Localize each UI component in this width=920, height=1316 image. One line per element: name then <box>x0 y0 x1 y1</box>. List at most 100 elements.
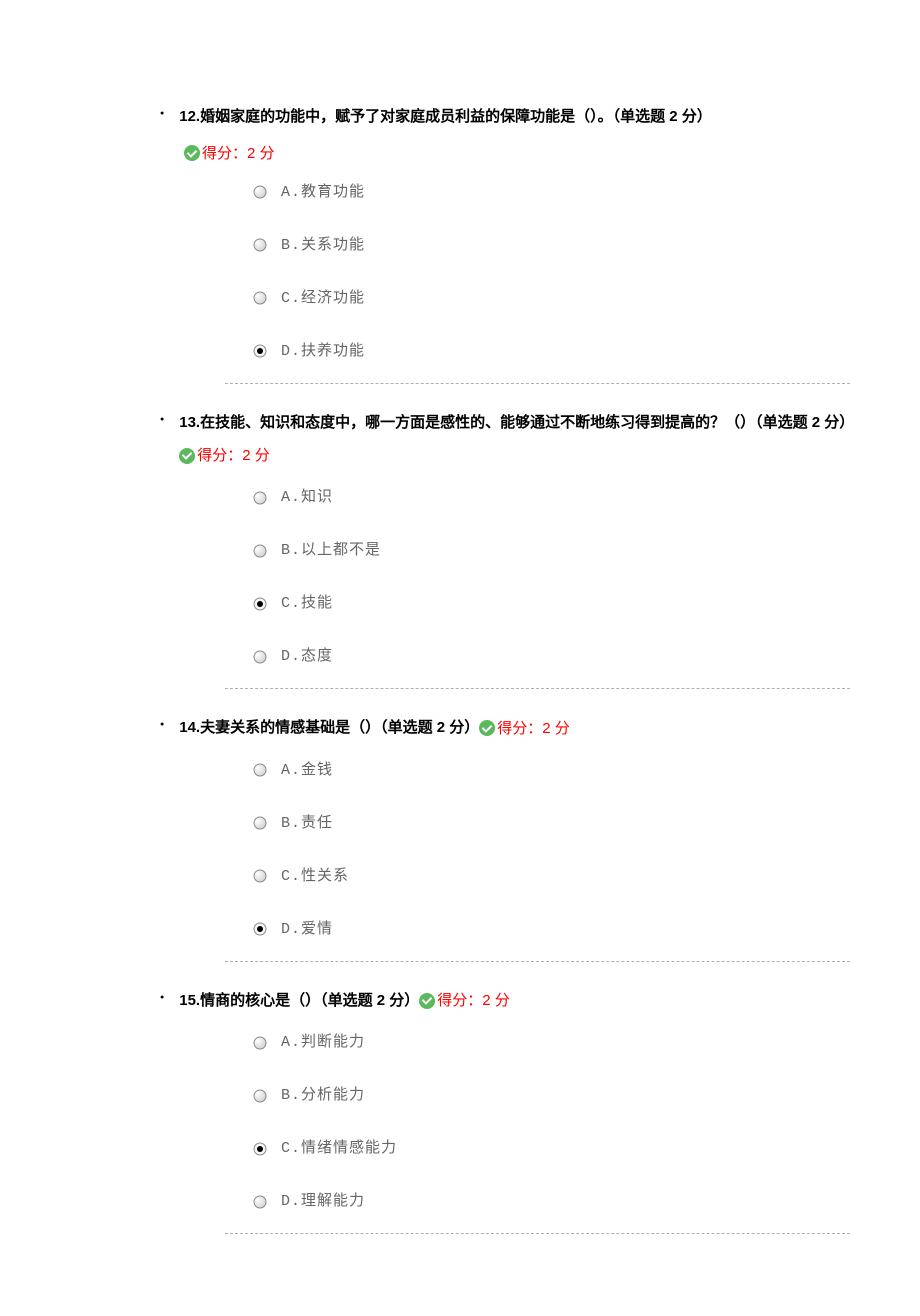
radio-unselected-icon[interactable] <box>253 869 267 883</box>
option-item: ○ B.责任 <box>225 810 850 837</box>
list-bullet-icon: ● <box>160 416 164 423</box>
check-icon <box>184 145 200 161</box>
option-text: B.责任 <box>281 810 333 837</box>
score-badge: 得分：2 分 <box>419 984 510 1017</box>
score-text: 得分：2 分 <box>497 712 570 745</box>
radio-selected-icon[interactable] <box>253 344 267 358</box>
option-item: ○D.爱情 <box>225 916 850 943</box>
option-bullet-icon: ○ <box>225 1146 231 1152</box>
radio-wrap <box>253 763 267 777</box>
question-text-wrap: 15.情商的核心是（）（单选题 2 分） 得分：2 分 <box>179 984 850 1018</box>
question-block: ● 12.婚姻家庭的功能中，赋予了对家庭成员利益的保障功能是（）。（单选题 2 分… <box>0 100 920 365</box>
question-header: ● 12.婚姻家庭的功能中，赋予了对家庭成员利益的保障功能是（）。（单选题 2 分… <box>160 100 920 133</box>
divider <box>225 1233 850 1234</box>
options-list: ○ A.金钱 ○ B.责任 ○ C.性关系 ○D.爱情 <box>225 757 920 943</box>
question-text: 12.婚姻家庭的功能中，赋予了对家庭成员利益的保障功能是（）。（单选题 2 分） <box>179 108 712 125</box>
option-bullet-icon: ○ <box>225 348 231 354</box>
question-block: ● 13.在技能、知识和态度中，哪一方面是感性的、能够通过不断地练习得到提高的？（… <box>0 406 920 671</box>
option-item: ○ D.扶养功能 <box>225 338 850 365</box>
option-item: ○ A.判断能力 <box>225 1029 850 1056</box>
option-text: D.态度 <box>281 643 333 670</box>
radio-wrap <box>253 650 267 664</box>
question-text-wrap: 12.婚姻家庭的功能中，赋予了对家庭成员利益的保障功能是（）。（单选题 2 分） <box>179 100 850 133</box>
option-text: A.判断能力 <box>281 1029 365 1056</box>
radio-unselected-icon[interactable] <box>253 1195 267 1209</box>
radio-unselected-icon[interactable] <box>253 1089 267 1103</box>
radio-wrap <box>253 544 267 558</box>
option-item: ○ D.态度 <box>225 643 850 670</box>
option-item: ○C.技能 <box>225 590 850 617</box>
divider <box>225 961 850 962</box>
radio-selected-icon[interactable] <box>253 922 267 936</box>
radio-wrap <box>253 1142 267 1156</box>
option-text: D.扶养功能 <box>281 338 365 365</box>
radio-unselected-icon[interactable] <box>253 650 267 664</box>
option-item: ○ B.以上都不是 <box>225 537 850 564</box>
radio-unselected-icon[interactable] <box>253 238 267 252</box>
option-bullet-icon: ○ <box>225 1040 231 1046</box>
radio-unselected-icon[interactable] <box>253 185 267 199</box>
options-list: ○A.知识○B.以上都不是○C.技能○D.态度 <box>225 484 920 670</box>
option-bullet-icon: ○ <box>225 654 231 660</box>
radio-unselected-icon[interactable] <box>253 491 267 505</box>
radio-wrap <box>253 291 267 305</box>
option-text: A.金钱 <box>281 757 333 784</box>
score-text: 得分：2 分 <box>437 984 510 1017</box>
option-item: ○ B.关系功能 <box>225 232 850 259</box>
divider <box>225 688 850 689</box>
option-text: B.关系功能 <box>281 232 365 259</box>
question-header: ● 13.在技能、知识和态度中，哪一方面是感性的、能够通过不断地练习得到提高的？（… <box>160 406 920 473</box>
score-text: 得分：2 分 <box>202 140 275 167</box>
option-text: D.爱情 <box>281 916 333 943</box>
radio-wrap <box>253 1036 267 1050</box>
option-bullet-icon: ○ <box>225 189 231 195</box>
radio-wrap <box>253 491 267 505</box>
score-badge: 得分：2 分 <box>479 712 570 745</box>
list-bullet-icon: ● <box>160 110 164 117</box>
radio-selected-icon[interactable] <box>253 1142 267 1156</box>
radio-wrap <box>253 922 267 936</box>
radio-wrap <box>253 816 267 830</box>
radio-wrap <box>253 238 267 252</box>
option-bullet-icon: ○ <box>225 242 231 248</box>
option-text: D.理解能力 <box>281 1188 365 1215</box>
option-item: ○ A.金钱 <box>225 757 850 784</box>
question-text-wrap: 14.夫妻关系的情感基础是（）（单选题 2 分） 得分：2 分 <box>179 711 850 745</box>
question-text: 15.情商的核心是（）（单选题 2 分） <box>179 992 419 1009</box>
option-bullet-icon: ○ <box>225 767 231 773</box>
option-item: ○B.分析能力 <box>225 1082 850 1109</box>
option-item: ○ D.理解能力 <box>225 1188 850 1215</box>
question-header: ● 14.夫妻关系的情感基础是（）（单选题 2 分） 得分：2 分 <box>160 711 920 745</box>
check-icon <box>419 993 435 1009</box>
option-text: B.分析能力 <box>281 1082 365 1109</box>
radio-unselected-icon[interactable] <box>253 291 267 305</box>
radio-unselected-icon[interactable] <box>253 1036 267 1050</box>
option-bullet-icon: ○ <box>225 495 231 501</box>
check-icon <box>479 720 495 736</box>
option-item: ○ C.性关系 <box>225 863 850 890</box>
question-text-wrap: 13.在技能、知识和态度中，哪一方面是感性的、能够通过不断地练习得到提高的？（）… <box>179 406 850 473</box>
divider <box>225 383 850 384</box>
option-bullet-icon: ○ <box>225 873 231 879</box>
option-bullet-icon: ○ <box>225 601 231 607</box>
score-badge: 得分：2 分 <box>184 140 275 167</box>
option-bullet-icon: ○ <box>225 820 231 826</box>
option-bullet-icon: ○ <box>225 295 231 301</box>
radio-selected-icon[interactable] <box>253 597 267 611</box>
option-text: C.情绪情感能力 <box>281 1135 397 1162</box>
option-text: A.知识 <box>281 484 333 511</box>
option-bullet-icon: ○ <box>225 548 231 554</box>
option-text: C.性关系 <box>281 863 349 890</box>
question-text: 14.夫妻关系的情感基础是（）（单选题 2 分） <box>179 719 479 736</box>
options-list: ○ A.判断能力 ○B.分析能力 ○ C.情绪情感能力 ○ D.理解能力 <box>225 1029 920 1215</box>
option-bullet-icon: ○ <box>225 1199 231 1205</box>
radio-unselected-icon[interactable] <box>253 763 267 777</box>
option-item: ○A.教育功能 <box>225 179 850 206</box>
radio-unselected-icon[interactable] <box>253 544 267 558</box>
radio-unselected-icon[interactable] <box>253 816 267 830</box>
question-block: ● 14.夫妻关系的情感基础是（）（单选题 2 分） 得分：2 分 ○ A.金钱 ○ B.责… <box>0 711 920 943</box>
list-bullet-icon: ● <box>160 721 164 728</box>
radio-wrap <box>253 344 267 358</box>
question-block: ●15.情商的核心是（）（单选题 2 分）得分：2 分○A.判断能力○B.分析能… <box>0 984 920 1216</box>
option-text: B.以上都不是 <box>281 537 381 564</box>
